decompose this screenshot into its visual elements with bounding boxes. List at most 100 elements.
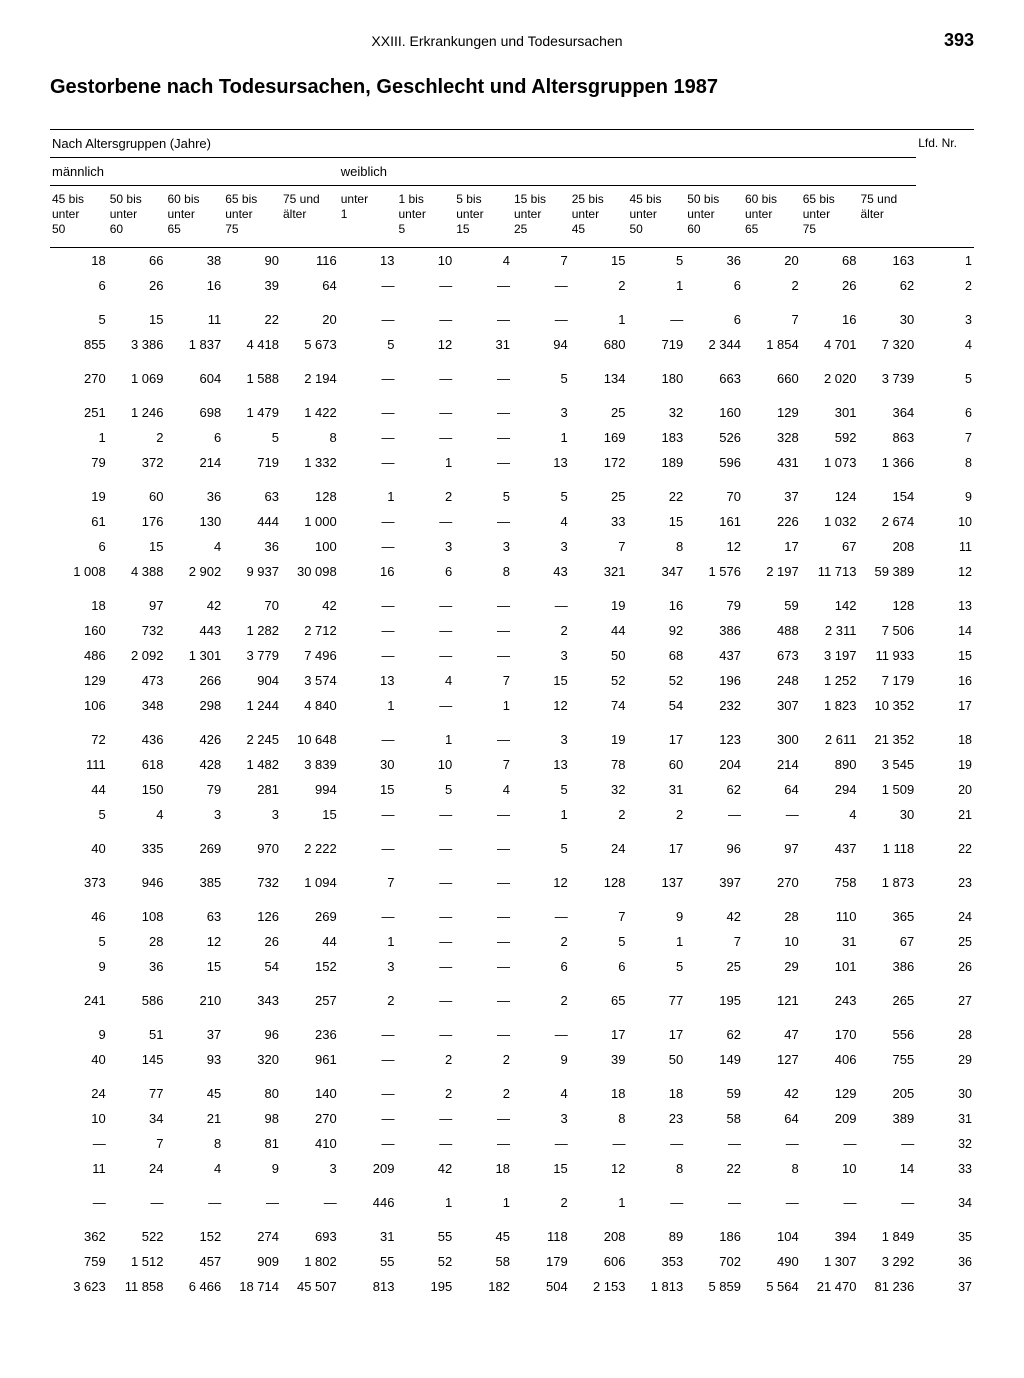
lfd-cell: 30 [916,1072,974,1106]
data-cell: — [512,298,570,332]
data-cell: 444 [223,509,281,534]
data-cell: 93 [166,1047,224,1072]
table-row: 615436100—3337812176720811 [50,534,974,559]
data-cell: 97 [108,584,166,618]
data-cell: 129 [743,391,801,425]
data-cell: 37 [743,475,801,509]
data-cell: 23 [628,1106,686,1131]
data-cell: 7 [512,248,570,274]
data-cell: — [397,1013,455,1047]
data-cell: 20 [281,298,339,332]
data-cell: 21 352 [859,718,917,752]
table-row: 2415862103432572——2657719512124326527 [50,979,974,1013]
data-cell: 111 [50,752,108,777]
data-cell: 55 [397,1215,455,1249]
data-cell: 52 [397,1249,455,1274]
data-cell: 6 466 [166,1274,224,1299]
data-cell: 92 [628,618,686,643]
data-cell: 17 [628,1013,686,1047]
data-cell: — [454,584,512,618]
column-header: 60 bisunter65 [743,186,801,248]
data-cell: 31 [628,777,686,802]
data-cell: 8 [454,559,512,584]
data-cell: — [512,895,570,929]
data-cell: 208 [570,1215,628,1249]
data-cell: — [454,861,512,895]
table-row: 7591 5124579091 802555258179606353702490… [50,1249,974,1274]
data-cell: 3 [512,718,570,752]
data-cell: 3 [281,1156,339,1181]
data-cell: — [397,827,455,861]
data-cell: 606 [570,1249,628,1274]
data-cell: 5 [454,475,512,509]
data-cell: 698 [166,391,224,425]
data-cell: 38 [166,248,224,274]
data-cell: 2 [397,475,455,509]
data-cell: 18 [50,248,108,274]
data-cell: 140 [281,1072,339,1106]
data-cell: 21 470 [801,1274,859,1299]
data-cell: 3 [397,534,455,559]
data-cell: 10 648 [281,718,339,752]
data-cell: 7 [454,668,512,693]
lfd-cell: 25 [916,929,974,954]
data-cell: — [685,802,743,827]
data-cell: 8 [166,1131,224,1156]
data-cell: — [454,509,512,534]
data-cell: 63 [223,475,281,509]
data-cell: 301 [801,391,859,425]
data-cell: 179 [512,1249,570,1274]
data-cell: 6 [166,425,224,450]
data-cell: 6 [397,559,455,584]
data-cell: 12 [397,332,455,357]
data-cell: 163 [859,248,917,274]
lfd-cell: 14 [916,618,974,643]
data-cell: 4 [512,1072,570,1106]
data-cell: 32 [628,391,686,425]
lfd-cell: 5 [916,357,974,391]
lfd-cell: 7 [916,425,974,450]
data-cell: 78 [570,752,628,777]
table-row: 1897427042————1916795914212813 [50,584,974,618]
data-cell: 660 [743,357,801,391]
column-header: 65 bisunter75 [223,186,281,248]
data-cell: 17 [628,827,686,861]
data-cell: 270 [50,357,108,391]
data-cell: 62 [685,1013,743,1047]
data-cell: 8 [628,534,686,559]
data-cell: 183 [628,425,686,450]
data-cell: 1 [512,425,570,450]
data-cell: — [454,802,512,827]
lfd-cell: 8 [916,450,974,475]
data-cell: 134 [570,357,628,391]
data-cell: 4 [512,509,570,534]
lfd-cell: 34 [916,1181,974,1215]
data-cell: 300 [743,718,801,752]
lfd-cell: 18 [916,718,974,752]
data-cell: 1 [339,929,397,954]
data-cell: 7 [570,895,628,929]
data-cell: 10 352 [859,693,917,718]
data-cell: — [339,1072,397,1106]
data-cell: 34 [108,1106,166,1131]
data-cell: — [859,1131,917,1156]
data-cell: — [801,1131,859,1156]
column-header: 60 bisunter65 [166,186,224,248]
data-cell: 31 [801,929,859,954]
data-cell: 961 [281,1047,339,1072]
data-cell: 116 [281,248,339,274]
data-cell: 118 [512,1215,570,1249]
data-cell: 437 [801,827,859,861]
data-cell: 152 [166,1215,224,1249]
data-cell: — [397,929,455,954]
data-cell: 5 [50,298,108,332]
data-cell: 196 [685,668,743,693]
column-header: 15 bisunter25 [512,186,570,248]
data-cell: 586 [108,979,166,1013]
data-cell: — [685,1181,743,1215]
data-cell: 65 [570,979,628,1013]
data-cell: 36 [166,475,224,509]
data-cell: 274 [223,1215,281,1249]
data-cell: 364 [859,391,917,425]
data-cell: 17 [743,534,801,559]
